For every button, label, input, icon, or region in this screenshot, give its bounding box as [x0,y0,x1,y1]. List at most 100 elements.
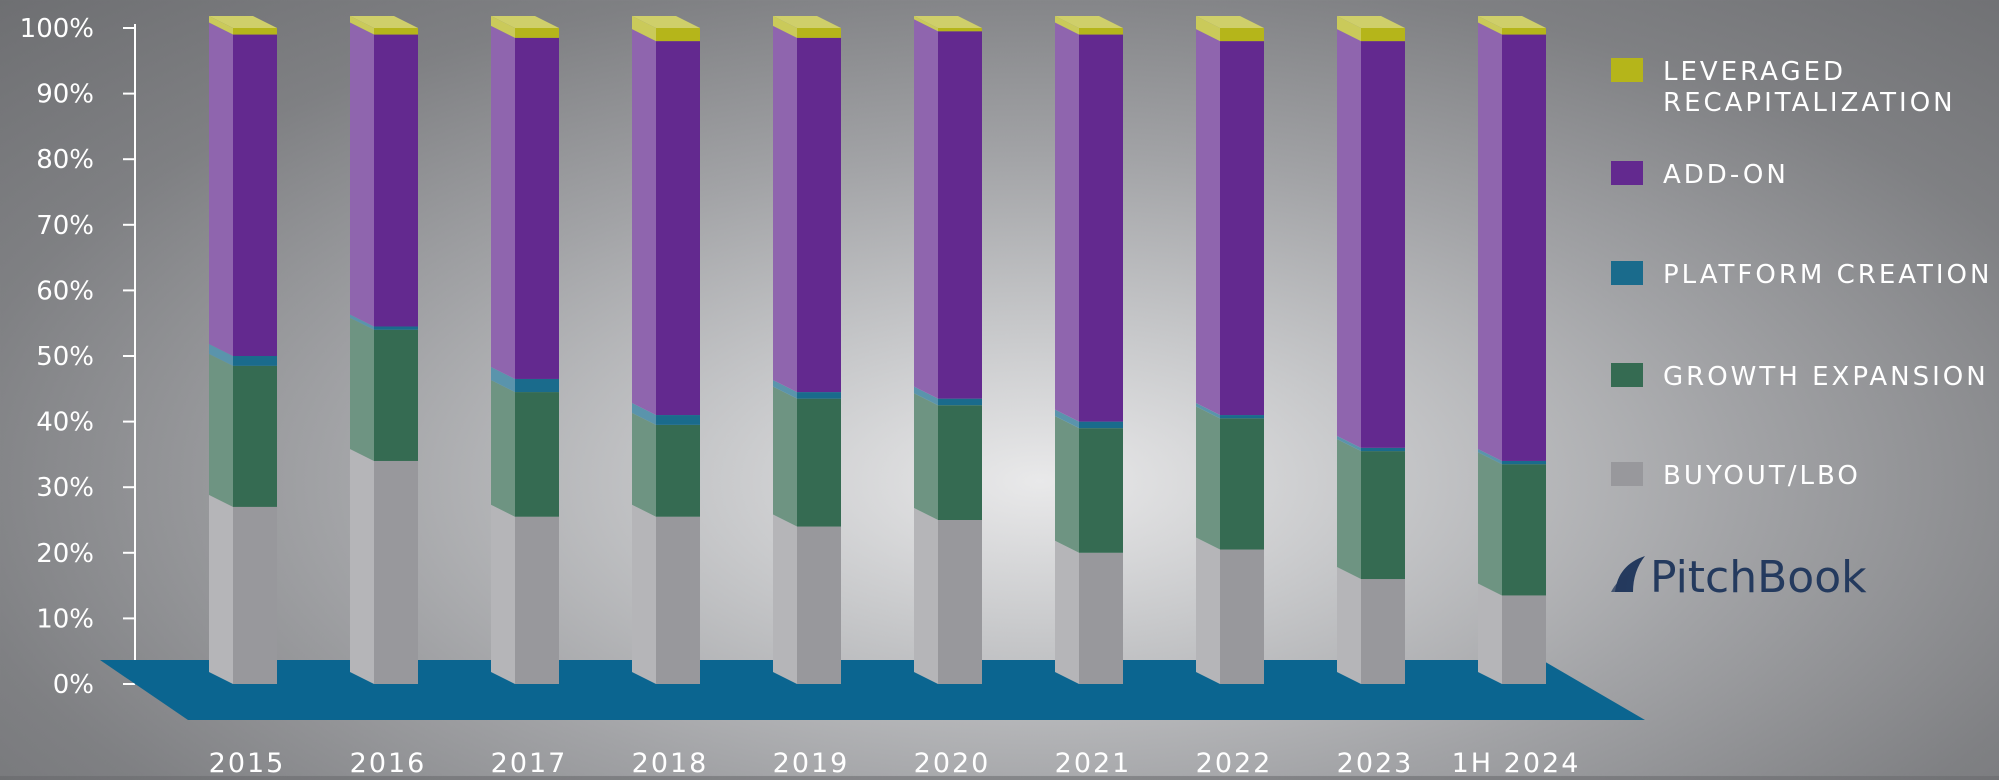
bar-segment-side [350,22,374,327]
bar-segment [1361,28,1405,42]
bar-segment [938,28,982,32]
y-tick-label: 10% [36,604,94,634]
bar-segment-side [914,386,938,406]
bar-segment [515,28,559,38]
bar-segment-side [1055,416,1079,553]
bar-segment [233,365,277,507]
bar-segment-side [491,366,515,393]
bar-segment-side [1337,29,1361,448]
y-tick-label: 90% [36,80,94,110]
y-tick-label: 0% [53,670,94,700]
bar-segment [797,392,841,399]
bar-top-cap [1055,16,1123,28]
bar-segment [1220,549,1264,684]
bar-segment [374,329,418,461]
bar-top-cap [1337,16,1405,28]
pitchbook-sail-icon [1611,556,1645,592]
bar-top-cap [1196,16,1264,28]
bar-stack [350,16,418,684]
bar-segment [1079,34,1123,422]
bar-stack [632,16,700,684]
bar-segment-side [1196,537,1220,684]
x-tick-label: 1H 2024 [1452,748,1581,776]
bar-segment [1361,579,1405,684]
bar-segment [1079,428,1123,553]
bar-segment-side [209,22,233,357]
legend-swatch [1611,363,1643,387]
bar-segment [233,34,277,357]
bar-stack [1055,16,1123,684]
legend-item: PLATFORM CREATION [1611,260,1989,290]
legend-label: BUYOUT/LBO [1663,461,1861,491]
bar-segment-side [350,16,374,35]
bar-segment [374,34,418,327]
bar-segment [938,398,982,406]
y-tick-label: 70% [36,211,94,241]
bar-segment-side [773,514,797,684]
x-tick-label: 2021 [1055,748,1132,776]
bar-segment-side [350,317,374,461]
bar-segment-side [632,504,656,684]
legend-swatch [1611,261,1643,285]
bar-segment-side [209,344,233,366]
bar-segment-side [350,314,374,330]
bar-segment-side [1337,435,1361,452]
x-tick-label: 2016 [350,748,427,776]
bar-segment [1220,415,1264,419]
bar-segment-side [1337,567,1361,684]
bar-segment-side [209,16,233,35]
bar-segment-side [1478,448,1502,465]
x-axis-labels: 2015 2016 2017 2018 2019 2020 2021 2022 2023 1H 2… [209,748,1581,779]
bar-segment-side [1196,403,1220,419]
y-tick-label: 60% [36,276,94,306]
bar-stack [491,16,559,684]
bar-segment-side [1478,22,1502,461]
bar-segment-side [773,16,797,38]
bar-segment [938,31,982,399]
bar-top-cap [209,16,277,28]
bar-segment [938,520,982,684]
bar-segment [374,28,418,35]
bar-stack [1196,16,1264,684]
bar-segment-side [1055,16,1079,35]
bar-segment [1220,28,1264,42]
bar-segment-side [1055,540,1079,684]
bar-segment [1079,28,1123,35]
bar-segment [1079,552,1123,684]
bar-segment [656,424,700,517]
bar-segment [1361,451,1405,580]
bar-segment [374,460,418,684]
bar-segment-side [1478,583,1502,684]
bar-segment [1502,460,1546,465]
bar-segment-side [632,412,656,517]
bar-segment [515,516,559,684]
bar-segment [656,28,700,42]
bar-segment [797,398,841,527]
bar-top-cap [350,16,418,28]
legend-item: GROWTH EXPANSION [1611,362,1986,392]
bar-segment-side [914,16,938,32]
bar-segment-side [209,353,233,507]
bar-segment [233,28,277,35]
bar-segment-side [773,25,797,393]
bar-segment [515,37,559,379]
bar-top-cap [773,16,841,28]
bar-segment-side [350,448,374,684]
bar-segment [233,506,277,684]
bar-segment [1502,28,1546,35]
legend-label: ADD-ON [1663,160,1789,190]
x-tick-label: 2015 [209,748,286,776]
bar-segment-side [491,16,515,38]
bar-top-cap [1478,16,1546,28]
y-tick-label: 50% [36,342,94,372]
bar-segment-side [491,504,515,684]
bar-segment [656,516,700,684]
bar-segment-side [1478,16,1502,35]
brand-logo: PitchBook [1611,552,1867,603]
bar-segment-side [1337,439,1361,580]
bar-segment-side [773,386,797,527]
bar-segment [797,37,841,393]
